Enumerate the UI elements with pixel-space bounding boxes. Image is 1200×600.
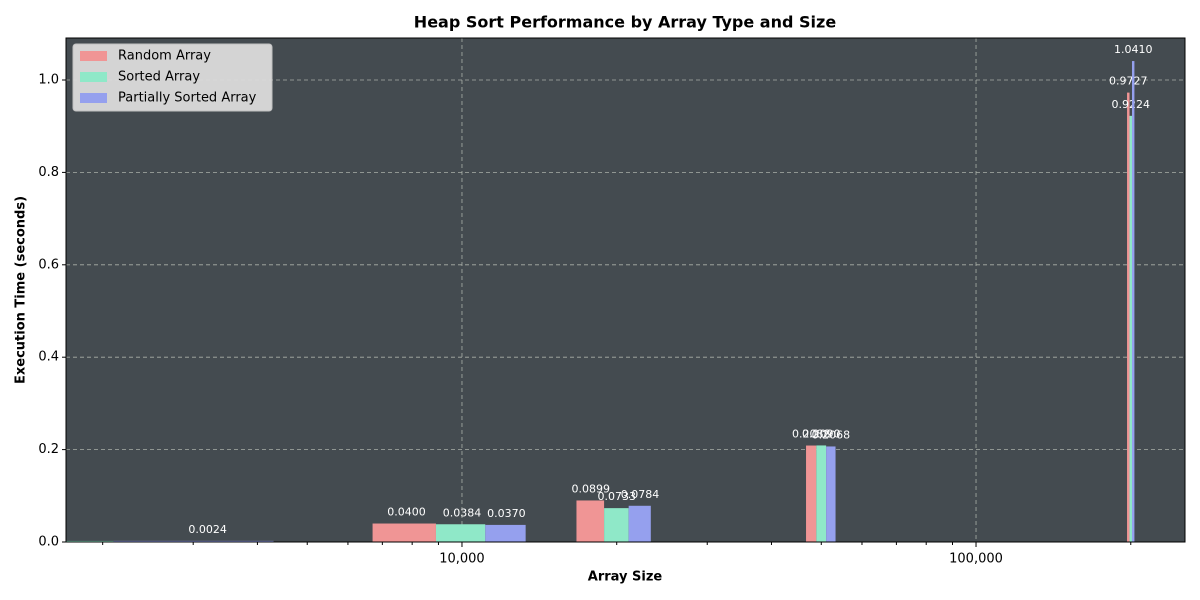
plot-frame bbox=[65, 37, 1186, 543]
value-label: 0.0024 bbox=[188, 523, 227, 536]
bar bbox=[826, 446, 836, 542]
chart-title: Heap Sort Performance by Array Type and … bbox=[414, 13, 837, 32]
bar bbox=[628, 505, 651, 542]
value-label: 0.2088 bbox=[792, 428, 831, 441]
bar bbox=[372, 523, 436, 542]
legend-swatch bbox=[80, 93, 107, 103]
bar bbox=[1129, 115, 1132, 542]
axes: 0.0 0.2 0.4 0.6 0.8 1.0 10,000 100,000 bbox=[38, 37, 1186, 567]
legend-swatch bbox=[80, 51, 107, 61]
value-label: 0.9727 bbox=[1109, 75, 1148, 88]
bar bbox=[1131, 61, 1135, 542]
legend: Random Array Sorted Array Partially Sorted… bbox=[72, 43, 273, 112]
x-tick-label: 100,000 bbox=[949, 552, 1003, 567]
value-label: 0.0400 bbox=[387, 506, 426, 519]
bar bbox=[435, 524, 486, 542]
legend-swatch bbox=[80, 72, 107, 82]
value-label: 0.2090 bbox=[802, 427, 841, 440]
y-tick-label: 0.0 bbox=[38, 535, 59, 550]
y-tick-label: 0.2 bbox=[38, 442, 59, 457]
value-label: 0.0733 bbox=[597, 490, 636, 503]
legend-box bbox=[72, 43, 273, 112]
bar bbox=[816, 445, 827, 542]
bar bbox=[604, 508, 629, 542]
y-tick-label: 0.8 bbox=[38, 165, 59, 180]
value-label: 0.9224 bbox=[1112, 98, 1151, 111]
bar bbox=[485, 524, 526, 542]
value-label: 0.0899 bbox=[571, 482, 610, 495]
value-label: 0.0370 bbox=[487, 507, 526, 520]
bar bbox=[66, 540, 114, 542]
bar bbox=[806, 445, 817, 542]
y-tick-label: 0.4 bbox=[38, 350, 59, 365]
y-tick-label: 0.6 bbox=[38, 257, 59, 272]
value-label: 1.0410 bbox=[1114, 43, 1153, 56]
value-label: 0.0384 bbox=[443, 506, 482, 519]
legend-label: Sorted Array bbox=[118, 70, 200, 85]
bar bbox=[1127, 92, 1130, 542]
y-tick-label: 1.0 bbox=[38, 72, 59, 87]
y-axis-label: Execution Time (seconds) bbox=[14, 196, 29, 384]
x-axis-label: Array Size bbox=[588, 570, 663, 585]
grid bbox=[66, 38, 1185, 542]
legend-label: Random Array bbox=[118, 49, 211, 64]
bars: 0.0400 0.0899 0.2088 0.9727 0.0384 0.0733 0.20… bbox=[66, 43, 1152, 542]
bar bbox=[576, 500, 605, 542]
value-label: 0.2068 bbox=[812, 428, 851, 441]
bar bbox=[113, 540, 274, 542]
legend-label: Partially Sorted Array bbox=[118, 91, 257, 106]
plot-area bbox=[66, 38, 1185, 542]
value-label: 0.0784 bbox=[621, 488, 660, 501]
x-tick-label: 10,000 bbox=[439, 552, 485, 567]
